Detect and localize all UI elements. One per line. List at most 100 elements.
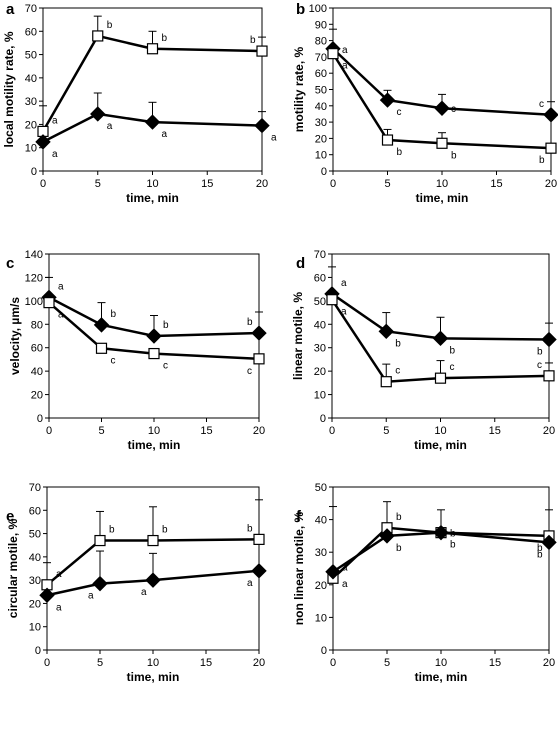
data-point — [541, 331, 557, 348]
y-tick-label: 30 — [25, 96, 37, 108]
y-tick-label: 60 — [29, 505, 41, 517]
y-tick-label: 50 — [29, 529, 41, 541]
y-tick-label: 60 — [315, 68, 327, 80]
x-tick-label: 20 — [543, 657, 555, 669]
y-tick-label: 30 — [29, 575, 41, 587]
series-line — [46, 569, 260, 597]
y-tick-label: 60 — [31, 343, 43, 355]
data-label: a — [271, 133, 277, 144]
x-tick-label: 0 — [46, 425, 52, 437]
data-point — [433, 524, 449, 541]
data-point — [380, 376, 392, 388]
data-point — [381, 134, 394, 146]
y-tick-label: 0 — [35, 645, 41, 657]
data-point — [436, 137, 448, 149]
panel-b: b 0 10 20 30 40 50 60 70 80 90 100 0 5 10 15 20 time, min… — [292, 1, 558, 205]
x-tick-label: 0 — [44, 657, 50, 669]
data-point — [144, 114, 161, 130]
series-line — [48, 296, 260, 338]
data-point — [146, 328, 162, 344]
data-point — [541, 534, 557, 551]
y-tick-label: 140 — [25, 249, 43, 261]
data-label: a — [58, 310, 64, 321]
data-label: b — [451, 150, 457, 161]
data-label: a — [162, 129, 168, 140]
x-tick-label: 20 — [256, 178, 268, 190]
y-tick-label: 70 — [25, 3, 37, 15]
y-tick-label: 50 — [315, 482, 327, 494]
x-axis-title: time, min — [414, 438, 467, 452]
series-filled-diamond: a b b b — [324, 266, 557, 358]
data-label: b — [396, 512, 402, 523]
data-point — [434, 372, 447, 384]
y-tick-label: 40 — [315, 101, 327, 113]
y-tick-label: 80 — [315, 36, 327, 48]
panel-d: d 0 10 20 30 40 50 60 70 0 5 10 15 20 time, min linear … — [291, 249, 557, 452]
series-filled-diamond: a a a a — [39, 550, 267, 613]
panel-a: a 0 10 20 30 40 50 60 70 0 5 10 15 20 time, min local m… — [2, 1, 277, 205]
data-label: b — [396, 543, 402, 554]
y-tick-label: 40 — [25, 73, 37, 85]
x-tick-label: 20 — [253, 657, 265, 669]
data-label: a — [341, 278, 347, 289]
data-label: a — [342, 61, 348, 72]
x-tick-label: 0 — [40, 178, 46, 190]
y-tick-label: 20 — [315, 133, 327, 145]
data-label: c — [450, 362, 455, 373]
data-point — [95, 342, 108, 354]
x-tick-label: 5 — [384, 657, 390, 669]
data-label: c — [163, 361, 168, 372]
y-tick-label: 20 — [314, 366, 326, 378]
y-axis-title: linear motile, % — [291, 292, 305, 380]
y-tick-label: 10 — [314, 390, 326, 402]
y-tick-label: 40 — [29, 552, 41, 564]
series-line — [332, 47, 552, 117]
data-label: b — [537, 549, 543, 560]
series-filled-diamond: a b b b — [41, 276, 267, 344]
x-tick-label: 5 — [383, 425, 389, 437]
y-tick-label: 0 — [31, 166, 37, 178]
data-label: b — [247, 523, 253, 534]
data-label: b — [395, 338, 401, 349]
series-line — [330, 298, 550, 383]
data-label: a — [88, 591, 94, 602]
data-label: b — [250, 35, 256, 46]
data-label: b — [163, 320, 169, 331]
data-label: a — [107, 121, 113, 132]
x-tick-label: 20 — [543, 425, 555, 437]
data-label: a — [56, 602, 62, 613]
data-point — [145, 572, 161, 588]
data-point — [148, 347, 160, 360]
data-label: a — [341, 307, 347, 318]
y-tick-label: 70 — [315, 52, 327, 64]
data-label: b — [537, 543, 543, 554]
panel-f: f 0 10 20 30 40 50 0 5 10 15 20 time, min non linear … — [292, 482, 557, 684]
data-point — [93, 317, 110, 333]
panel-e: e 0 10 20 30 40 50 60 70 0 5 10 15 20 time, min circula… — [6, 482, 267, 684]
x-axis-title: time, min — [416, 191, 469, 205]
series-line — [331, 292, 550, 341]
data-label: a — [52, 149, 58, 160]
data-label: b — [162, 525, 168, 536]
data-point — [254, 117, 270, 134]
data-point — [90, 106, 106, 122]
y-tick-label: 40 — [315, 515, 327, 527]
data-label: c — [111, 355, 116, 366]
data-point — [43, 297, 55, 309]
data-label: c — [451, 104, 456, 115]
data-point — [147, 534, 159, 547]
panel-letter: a — [6, 1, 15, 18]
data-point — [543, 107, 558, 123]
data-point — [543, 370, 555, 382]
y-tick-label: 40 — [31, 366, 43, 378]
y-axis-title: velocity, µm/s — [8, 297, 22, 375]
data-label: a — [247, 578, 253, 589]
y-tick-label: 0 — [320, 413, 326, 425]
data-point — [434, 100, 450, 116]
data-point — [256, 45, 268, 57]
y-tick-label: 40 — [314, 319, 326, 331]
y-tick-label: 50 — [25, 50, 37, 62]
y-tick-label: 30 — [315, 547, 327, 559]
